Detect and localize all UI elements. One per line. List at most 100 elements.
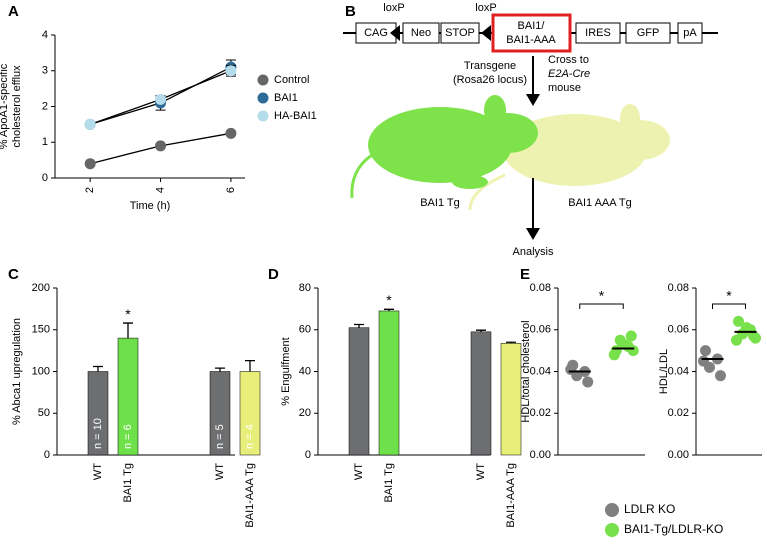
legend-marker <box>257 92 269 104</box>
y-tick-label: 0.06 <box>530 324 551 336</box>
significance-bracket <box>712 303 746 309</box>
bar <box>470 331 492 456</box>
x-tick-label: 2 <box>84 187 96 193</box>
significance: * <box>125 306 131 322</box>
y-tick-label: 0.00 <box>530 449 551 461</box>
x-tick-label: BAI1 Tg <box>122 463 134 503</box>
data-point <box>582 376 594 388</box>
significance-bracket <box>579 303 624 309</box>
data-point <box>698 355 709 367</box>
y-tick-label: 50 <box>38 407 50 419</box>
stop-box <box>440 22 480 44</box>
y-axis-label: % Abca1 upregulation <box>11 318 23 425</box>
data-point <box>618 338 630 350</box>
bar-annotation: n = 6 <box>122 424 134 449</box>
panel-letter: D <box>268 266 279 283</box>
significance: * <box>599 288 605 304</box>
x-tick-label: 6 <box>225 187 237 193</box>
error-bar <box>476 329 486 332</box>
mouse-left <box>350 95 538 199</box>
legend-marker <box>605 503 619 517</box>
data-point <box>225 127 237 139</box>
y-tick-label: 0.08 <box>530 282 551 294</box>
transgene-label: BAI1/ <box>518 20 546 32</box>
arrow-head <box>526 228 540 240</box>
x-tick-label: WT <box>353 463 365 480</box>
analysis-label: Analysis <box>513 246 554 258</box>
neo-box <box>402 22 440 44</box>
data-point <box>733 315 744 327</box>
bar <box>378 310 400 456</box>
data-point <box>625 330 637 342</box>
bar-annotation: n = 4 <box>244 424 256 449</box>
y-tick-label: 4 <box>42 29 48 41</box>
cross-note: Cross to <box>548 54 589 66</box>
mouse-label: BAI1 AAA Tg <box>568 197 631 209</box>
bar-annotation: n = 5 <box>214 424 226 449</box>
y-tick-label: 60 <box>299 324 311 336</box>
x-tick-label: BAI1-AAA Tg <box>505 463 517 528</box>
y-tick-label: 0.02 <box>530 407 551 419</box>
ires-label: IRES <box>585 27 611 39</box>
legend-marker <box>257 110 269 122</box>
y-tick-label: 1 <box>42 136 48 148</box>
pa-label: pA <box>683 27 697 39</box>
y-axis-label: HDL/total cholesterol <box>520 320 532 422</box>
error-bar <box>506 341 516 344</box>
data-point <box>750 332 761 344</box>
stop-label: STOP <box>445 27 475 39</box>
panel-letter: A <box>8 3 19 20</box>
data-point <box>565 363 577 375</box>
bar <box>348 327 370 456</box>
y-tick-label: 0.02 <box>668 407 689 419</box>
mouse-label: BAI1 Tg <box>420 197 460 209</box>
y-tick-label: 80 <box>299 282 311 294</box>
data-point <box>700 345 711 357</box>
y-tick-label: 0 <box>305 449 311 461</box>
y-tick-label: 0.04 <box>668 365 689 377</box>
loxp-label: loxP <box>475 2 496 14</box>
x-tick-label: WT <box>92 463 104 480</box>
error-bar <box>384 308 394 311</box>
data-point <box>225 65 237 77</box>
error-bar <box>93 365 103 372</box>
legend-label: Control <box>274 74 309 86</box>
legend-marker <box>605 523 619 537</box>
neo-label: Neo <box>411 27 431 39</box>
transgene-note: (Rosa26 locus) <box>453 74 527 86</box>
bar-annotation: n = 10 <box>92 418 104 449</box>
x-tick-label: WT <box>475 463 487 480</box>
data-point <box>731 334 742 346</box>
data-point <box>84 158 96 170</box>
legend-label: BAI1 <box>274 92 298 104</box>
loxp-triangle <box>390 25 400 41</box>
error-bar <box>354 323 364 328</box>
y-tick-label: 20 <box>299 407 311 419</box>
legend-label: LDLR KO <box>624 502 675 516</box>
y-tick-label: 2 <box>42 100 48 112</box>
cross-note: E2A-Cre <box>548 68 590 80</box>
y-tick-label: 0.00 <box>668 449 689 461</box>
pa-box <box>677 22 703 44</box>
x-tick-label: 4 <box>154 187 166 193</box>
transgene-note: Transgene <box>464 60 516 72</box>
mouse-right <box>468 104 670 211</box>
cag-label: CAG <box>364 27 388 39</box>
y-tick-label: 200 <box>32 282 50 294</box>
transgene-label: BAI1-AAA <box>506 34 556 46</box>
y-tick-label: 0 <box>42 172 48 184</box>
y-tick-label: 0.08 <box>668 282 689 294</box>
y-tick-label: 3 <box>42 65 48 77</box>
arrow-head <box>526 94 540 106</box>
panel-letter: C <box>8 266 19 283</box>
error-bar <box>215 367 225 372</box>
data-point <box>608 349 620 361</box>
gfp-label: GFP <box>637 27 660 39</box>
transgene-box <box>491 13 572 53</box>
y-axis-label: HDL/LDL <box>658 349 670 394</box>
y-axis-label: % Engulfment <box>280 337 292 405</box>
legend-marker <box>257 74 269 86</box>
y-tick-label: 40 <box>299 365 311 377</box>
y-axis-label: % ApoA1-specific <box>0 63 10 149</box>
x-tick-label: BAI1 Tg <box>383 463 395 503</box>
